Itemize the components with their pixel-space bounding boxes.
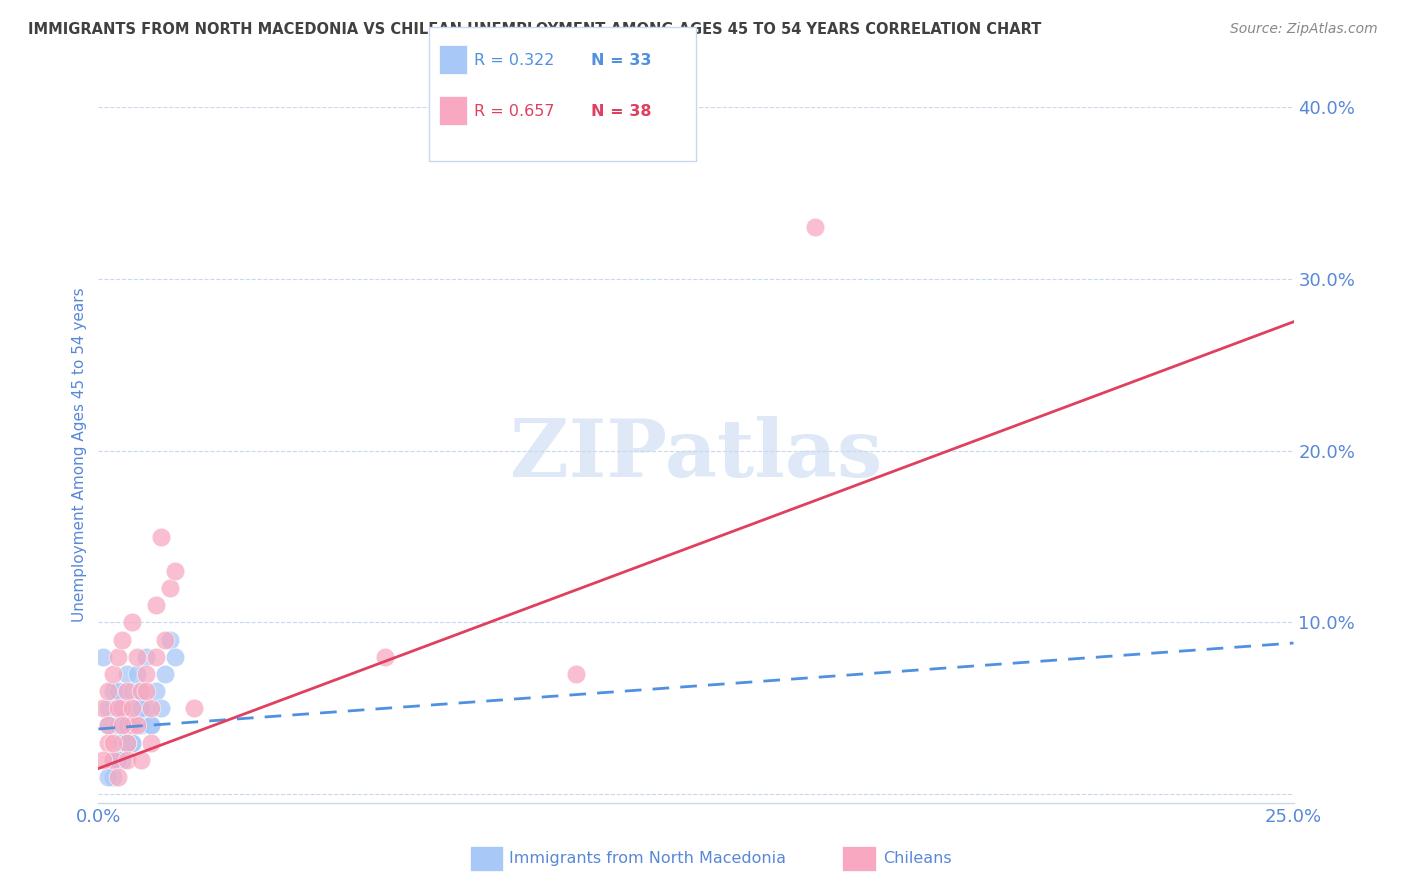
Point (115, 684, 138, 698)
Point (135, 701, 157, 715)
Y-axis label: Unemployment Among Ages 45 to 54 years: Unemployment Among Ages 45 to 54 years (72, 287, 87, 623)
Text: Immigrants from North Macedonia: Immigrants from North Macedonia (509, 851, 786, 865)
Point (131, 684, 153, 698)
Point (115, 736, 138, 750)
Text: Source: ZipAtlas.com: Source: ZipAtlas.com (1230, 22, 1378, 37)
Point (115, 736, 138, 750)
Point (111, 718, 134, 732)
Point (125, 649, 148, 664)
Point (115, 753, 138, 767)
Point (121, 736, 143, 750)
Point (125, 701, 148, 715)
Point (101, 736, 124, 750)
Point (111, 736, 134, 750)
Point (804, 220, 827, 235)
Point (111, 701, 134, 715)
Point (91, 701, 114, 715)
Point (135, 684, 157, 698)
Point (107, 684, 129, 698)
Point (91, 753, 114, 767)
Point (149, 701, 172, 715)
Point (111, 753, 134, 767)
Point (149, 529, 172, 543)
Point (145, 599, 167, 613)
Point (111, 701, 134, 715)
Point (163, 649, 186, 664)
Point (91, 649, 114, 664)
Point (145, 684, 167, 698)
Point (101, 684, 124, 698)
Text: ZIPatlas: ZIPatlas (510, 416, 882, 494)
Point (97, 684, 120, 698)
Point (125, 667, 148, 681)
Point (145, 649, 167, 664)
Point (135, 649, 157, 664)
Point (139, 718, 162, 732)
Point (155, 632, 177, 647)
Point (97, 718, 120, 732)
Point (159, 581, 181, 595)
Text: R = 0.657: R = 0.657 (474, 104, 554, 119)
Text: R = 0.322: R = 0.322 (474, 54, 554, 68)
Point (107, 753, 129, 767)
Point (125, 718, 148, 732)
Point (101, 753, 124, 767)
Point (139, 718, 162, 732)
Point (101, 667, 124, 681)
Point (131, 701, 153, 715)
Point (121, 718, 143, 732)
Point (97, 701, 120, 715)
Point (121, 615, 143, 630)
Point (115, 718, 138, 732)
Point (131, 718, 153, 732)
Point (111, 632, 134, 647)
Point (107, 718, 129, 732)
Point (131, 753, 153, 767)
Point (183, 701, 205, 715)
Point (131, 684, 153, 698)
Point (121, 701, 143, 715)
Point (97, 770, 120, 784)
Point (139, 736, 162, 750)
Point (115, 667, 138, 681)
Text: Chileans: Chileans (883, 851, 952, 865)
Point (107, 649, 129, 664)
Point (107, 701, 129, 715)
Point (97, 718, 120, 732)
Point (101, 770, 124, 784)
Point (135, 667, 157, 681)
Point (155, 667, 177, 681)
Point (101, 753, 124, 767)
Point (121, 684, 143, 698)
Point (107, 770, 129, 784)
Point (121, 736, 143, 750)
Text: IMMIGRANTS FROM NORTH MACEDONIA VS CHILEAN UNEMPLOYMENT AMONG AGES 45 TO 54 YEAR: IMMIGRANTS FROM NORTH MACEDONIA VS CHILE… (28, 22, 1042, 37)
Text: N = 33: N = 33 (591, 54, 651, 68)
Point (159, 632, 181, 647)
Point (97, 736, 120, 750)
Point (565, 667, 588, 681)
Point (163, 564, 186, 578)
Point (374, 649, 396, 664)
Point (139, 701, 162, 715)
Text: N = 38: N = 38 (591, 104, 651, 119)
